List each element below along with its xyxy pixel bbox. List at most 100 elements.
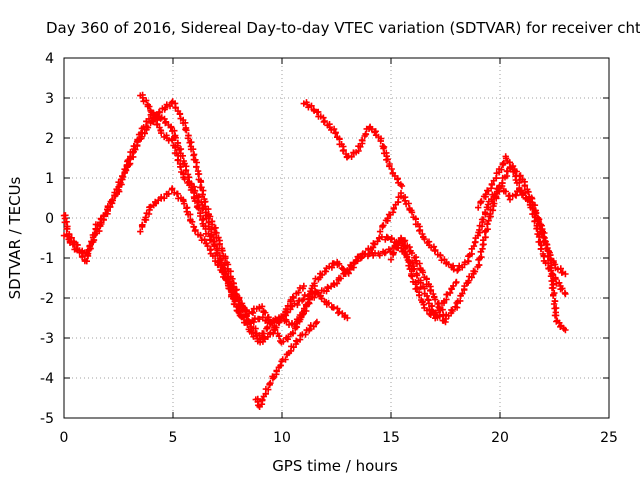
data-point-marker (409, 273, 416, 280)
data-point-marker (325, 299, 332, 307)
data-point-marker (387, 256, 395, 263)
data-point-marker (550, 292, 557, 299)
data-point-marker (139, 221, 146, 228)
data-point-marker (461, 259, 469, 266)
data-point-marker (300, 296, 307, 303)
data-point-marker (412, 257, 420, 264)
data-point-marker (370, 240, 377, 247)
data-point-marker (191, 187, 199, 194)
data-point-marker (421, 235, 428, 243)
data-point-marker (362, 130, 369, 138)
data-point-marker (302, 331, 309, 338)
data-point-marker (279, 313, 286, 320)
data-point-marker (190, 223, 197, 230)
data-point-marker (446, 289, 454, 297)
data-point-marker (519, 190, 527, 197)
data-point-marker (143, 97, 150, 104)
data-point-marker (267, 379, 274, 387)
data-point-marker (518, 191, 526, 199)
data-point-marker (315, 290, 322, 298)
data-point-marker (86, 243, 93, 250)
data-point-marker (172, 134, 179, 141)
data-point-marker (177, 163, 184, 170)
data-point-marker (306, 325, 313, 333)
data-point-marker (427, 286, 435, 294)
data-point-marker (109, 197, 116, 204)
data-point-marker (294, 301, 301, 309)
data-point-marker (437, 252, 444, 259)
data-point-marker (265, 386, 272, 393)
data-point-marker (283, 318, 290, 325)
data-point-marker (321, 117, 328, 125)
data-point-marker (253, 332, 260, 339)
data-point-marker (506, 196, 514, 203)
y-tick-label: 1 (45, 171, 54, 187)
data-point-marker (397, 189, 405, 197)
data-point-marker (376, 252, 383, 259)
data-point-marker (553, 318, 560, 325)
data-point-marker (201, 236, 208, 243)
data-point-marker (500, 159, 507, 167)
data-point-marker (495, 185, 503, 192)
data-point-marker (106, 203, 114, 210)
x-tick-label: 0 (60, 430, 69, 446)
data-point-marker (277, 362, 284, 369)
x-tick-label: 15 (382, 430, 400, 446)
data-point-marker (454, 267, 461, 274)
data-point-marker (488, 181, 496, 188)
data-point-marker (482, 191, 489, 198)
data-point-marker (184, 135, 192, 142)
data-point-marker (388, 165, 395, 173)
data-point-marker (290, 344, 297, 351)
data-point-marker (532, 210, 539, 217)
data-point-marker (524, 188, 532, 195)
data-point-marker (308, 102, 315, 109)
data-point-marker (204, 242, 211, 250)
data-point-marker (562, 326, 569, 334)
data-point-marker (328, 264, 336, 271)
data-point-marker (256, 315, 263, 323)
data-point-marker (337, 275, 344, 282)
data-point-marker (154, 120, 161, 128)
series-track-i (475, 153, 569, 334)
data-point-marker (416, 260, 423, 267)
data-point-marker (222, 268, 229, 275)
data-point-marker (359, 137, 366, 144)
data-point-marker (384, 215, 391, 222)
data-point-marker (198, 184, 205, 191)
data-point-marker (73, 245, 80, 253)
data-point-marker (423, 292, 431, 300)
y-tick-label: -1 (40, 251, 54, 267)
data-point-marker (481, 209, 489, 216)
data-point-marker (483, 220, 491, 228)
data-point-marker (562, 270, 569, 278)
data-point-marker (540, 234, 547, 241)
data-point-marker (167, 123, 175, 130)
y-tick-label: -2 (40, 291, 54, 307)
data-point-marker (172, 104, 179, 111)
data-point-marker (453, 278, 460, 286)
data-point-marker (401, 197, 409, 204)
data-point-marker (376, 228, 384, 235)
data-point-marker (158, 129, 165, 137)
data-point-marker (166, 102, 174, 110)
data-point-marker (182, 126, 189, 133)
data-point-marker (430, 243, 438, 250)
x-tick-label: 20 (491, 430, 509, 446)
data-point-marker (550, 284, 557, 292)
data-point-marker (300, 282, 307, 290)
data-point-marker (408, 209, 416, 216)
data-point-marker (357, 143, 364, 150)
data-point-marker (293, 337, 300, 344)
data-point-marker (271, 326, 279, 333)
data-point-marker (384, 156, 391, 163)
data-point-marker (235, 309, 242, 316)
data-point-marker (134, 136, 141, 143)
data-point-marker (193, 163, 200, 170)
data-point-marker (165, 190, 172, 197)
data-point-marker (398, 182, 406, 190)
series-track-f (300, 99, 406, 190)
data-point-marker (387, 236, 394, 243)
data-point-marker (239, 313, 247, 320)
data-point-marker (197, 232, 204, 239)
